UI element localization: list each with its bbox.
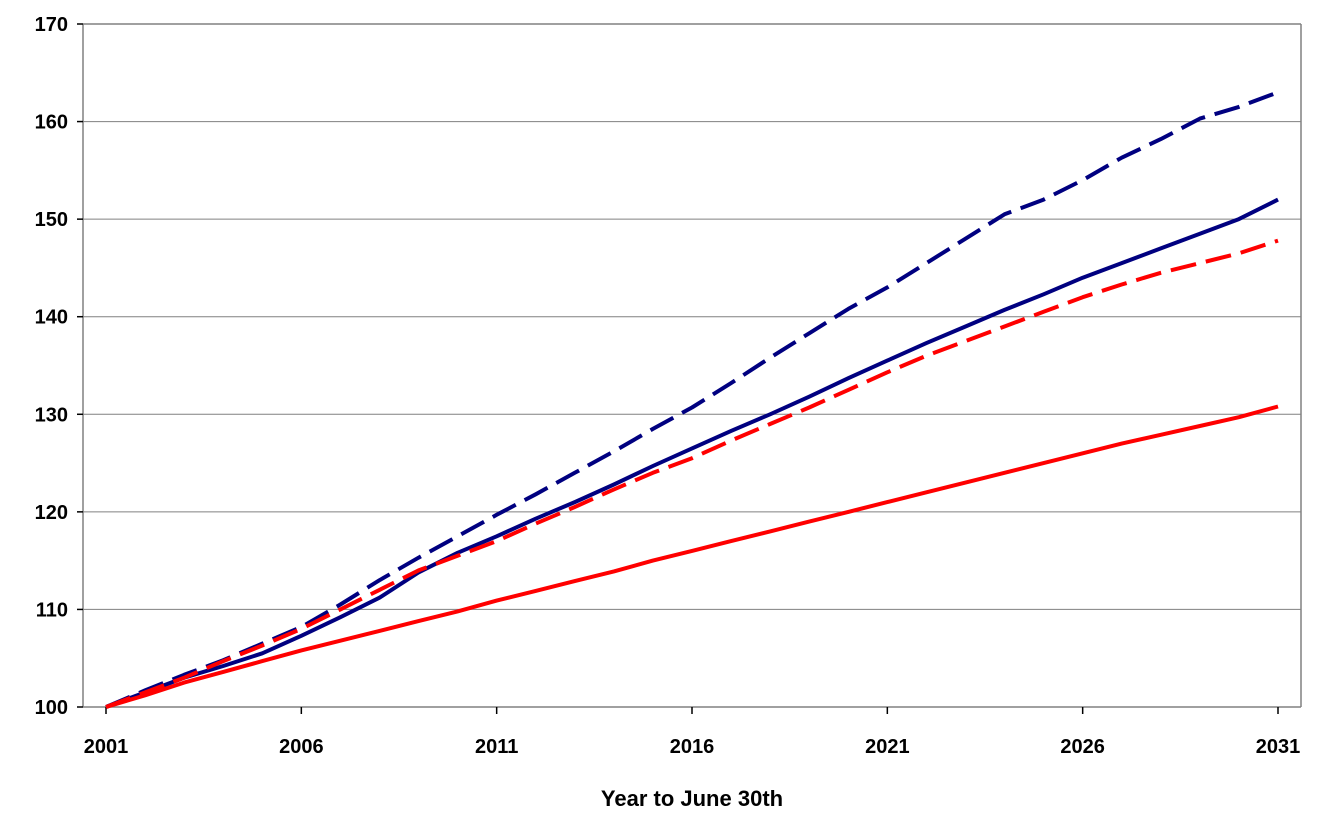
x-ticks: 2001 2006 2011 2016 2021 2026 2031 [84, 707, 1301, 758]
series-lines [105, 90, 1279, 709]
x-tick-label: 2031 [1256, 736, 1301, 758]
series-line-4 [105, 404, 1279, 709]
y-tick-label: 150 [35, 209, 68, 231]
x-tick-label: 2011 [475, 736, 518, 758]
x-tick-label: 2001 [84, 736, 129, 758]
y-tick-label: 130 [35, 404, 68, 426]
y-ticks: 100 110 120 130 140 150 160 170 [35, 14, 83, 719]
series-line-1 [105, 90, 1279, 709]
series-line-3 [105, 238, 1279, 709]
grid-lines [83, 121, 1301, 610]
y-tick-label: 100 [35, 697, 68, 719]
y-tick-label: 140 [35, 307, 68, 329]
x-tick-label: 2021 [865, 736, 910, 758]
plot-area [83, 24, 1301, 707]
x-tick-label: 2016 [670, 736, 715, 758]
y-tick-label: 170 [35, 14, 68, 36]
x-tick-label: 2006 [279, 736, 324, 758]
y-tick-label: 160 [35, 112, 68, 134]
axes [82, 23, 1302, 708]
y-tick-label: 110 [36, 599, 68, 621]
x-axis-title: Year to June 30th [601, 786, 783, 811]
y-tick-label: 120 [35, 502, 68, 524]
x-tick-label: 2026 [1060, 736, 1105, 758]
series-line-2 [105, 197, 1279, 709]
